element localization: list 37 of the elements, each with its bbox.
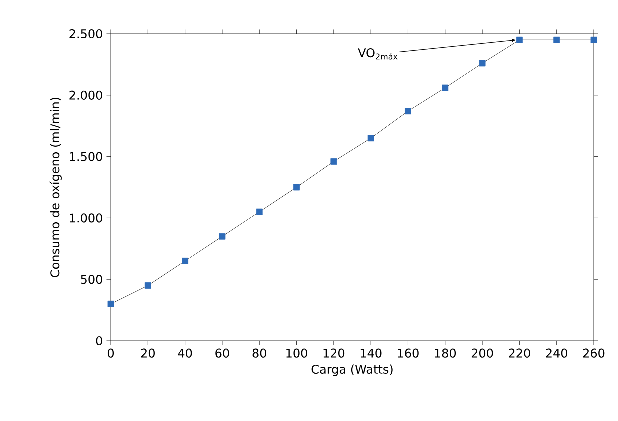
x-tick-label: 180: [435, 348, 456, 358]
x-tick-label: 60: [216, 348, 230, 358]
point: [479, 60, 486, 67]
point: [590, 36, 598, 44]
y-tick-label: 1.500: [70, 152, 102, 162]
point: [182, 258, 189, 264]
x-tick-label: 0: [108, 348, 114, 358]
x-tick-label: 80: [252, 348, 266, 358]
point: [368, 135, 374, 142]
x-tick-label: 100: [286, 348, 308, 358]
x-tick-label: 160: [398, 348, 419, 358]
y-tick-label: 0: [96, 336, 102, 346]
point: [554, 36, 560, 44]
annotation: VO$_{2máx}$: [358, 48, 398, 60]
x-tick-label: 40: [178, 348, 192, 358]
point: [516, 36, 523, 44]
point: [108, 300, 114, 308]
y-tick-label: 1.000: [70, 214, 102, 223]
x-tick-label: 200: [472, 348, 494, 358]
y-axis-title: Consumo de oxígeno (ml/min): [50, 98, 62, 278]
x-tick-label: 240: [546, 348, 568, 358]
x-axis-title: Carga (Watts): [312, 364, 393, 376]
point: [219, 233, 226, 240]
y-tick-label: 2.500: [70, 29, 102, 39]
y-tick-label: 2.000: [70, 90, 102, 100]
point: [144, 282, 152, 289]
x-tick-label: 140: [360, 348, 382, 358]
x-tick-label: 20: [141, 348, 155, 358]
y-tick-label: 500: [81, 275, 102, 284]
point: [330, 158, 338, 165]
point: [405, 108, 412, 115]
point: [294, 184, 300, 191]
point: [256, 208, 263, 216]
x-tick-label: 120: [324, 348, 345, 358]
x-tick-label: 220: [509, 348, 530, 358]
x-tick-label: 260: [583, 348, 605, 358]
point: [442, 84, 449, 92]
